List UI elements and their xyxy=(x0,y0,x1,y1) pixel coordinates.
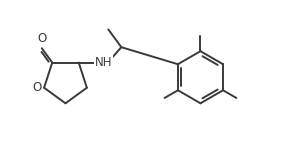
Text: NH: NH xyxy=(95,56,112,69)
Text: O: O xyxy=(37,32,46,45)
Text: O: O xyxy=(32,81,41,94)
